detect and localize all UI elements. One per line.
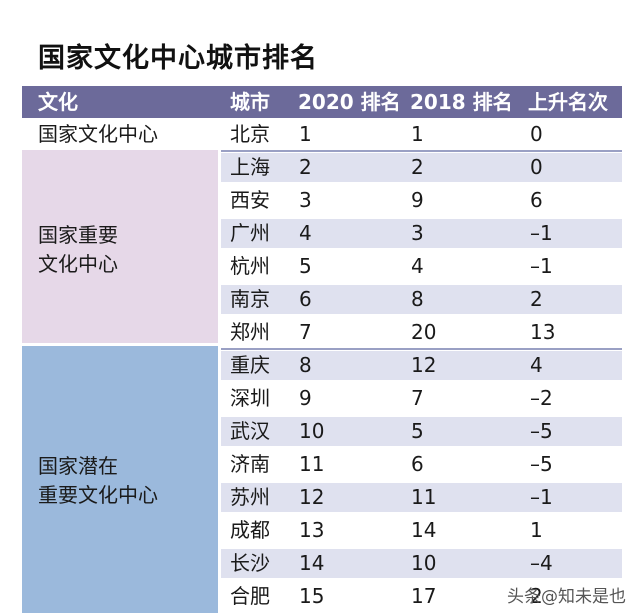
row-stripe (221, 153, 622, 182)
row-stripe (221, 417, 622, 446)
cell-rank-2020: 12 (299, 485, 325, 509)
cell-rank-change: –1 (530, 254, 553, 278)
cell-city: 武汉 (230, 419, 270, 443)
group-label: 文化中心 (38, 252, 118, 276)
cell-city: 长沙 (230, 551, 270, 575)
group-band-important (22, 150, 218, 343)
cell-rank-change: 13 (530, 320, 556, 344)
cell-rank-2020: 15 (299, 584, 325, 608)
header-rank-change: 上升名次 (528, 90, 608, 114)
cell-rank-change: 2 (530, 287, 543, 311)
cell-rank-change: –1 (530, 221, 553, 245)
cell-rank-2018: 12 (411, 353, 437, 377)
cell-rank-change: 0 (530, 122, 543, 146)
cell-rank-2018: 11 (411, 485, 437, 509)
header-rank-2018: 2018 排名 (410, 90, 513, 114)
cell-city: 上海 (230, 155, 270, 179)
cell-rank-2020: 7 (299, 320, 312, 344)
cell-rank-2020: 2 (299, 155, 312, 179)
cell-rank-change: –4 (530, 551, 553, 575)
table-header: 文化 城市 2020 排名 2018 排名 上升名次 (22, 86, 622, 118)
group-divider (221, 150, 622, 152)
cell-rank-2020: 13 (299, 518, 325, 542)
cell-city: 重庆 (230, 353, 270, 377)
cell-city: 杭州 (230, 254, 270, 278)
table-title: 国家文化中心城市排名 (38, 43, 318, 74)
cell-rank-2018: 20 (411, 320, 437, 344)
cell-city: 郑州 (230, 320, 270, 344)
group-label: 重要文化中心 (38, 483, 158, 507)
cell-city: 南京 (230, 287, 270, 311)
cell-rank-2018: 14 (411, 518, 437, 542)
watermark: 头条@知未是也 (507, 587, 626, 607)
cell-rank-2020: 10 (299, 419, 325, 443)
group-band-potential (22, 346, 218, 613)
group-divider (221, 348, 622, 350)
cell-rank-2020: 11 (299, 452, 325, 476)
cell-rank-2018: 9 (411, 188, 424, 212)
cell-rank-2020: 1 (299, 122, 312, 146)
header-rank-2020: 2020 排名 (298, 90, 401, 114)
cell-rank-2018: 8 (411, 287, 424, 311)
cell-rank-2020: 14 (299, 551, 325, 575)
cell-rank-change: 1 (530, 518, 543, 542)
cell-rank-2020: 5 (299, 254, 312, 278)
cell-rank-2020: 4 (299, 221, 312, 245)
row-stripe (221, 219, 622, 248)
cell-rank-2018: 2 (411, 155, 424, 179)
cell-rank-2020: 9 (299, 386, 312, 410)
cell-rank-2020: 8 (299, 353, 312, 377)
header-culture: 文化 (38, 90, 78, 114)
cell-city: 北京 (230, 122, 270, 146)
cell-rank-2018: 3 (411, 221, 424, 245)
cell-city: 成都 (230, 518, 270, 542)
cell-city: 苏州 (230, 485, 270, 509)
cell-rank-change: –5 (530, 419, 553, 443)
cell-rank-change: –5 (530, 452, 553, 476)
cell-city: 西安 (230, 188, 270, 212)
cell-rank-change: –1 (530, 485, 553, 509)
cell-rank-2018: 4 (411, 254, 424, 278)
cell-rank-change: –2 (530, 386, 553, 410)
cell-rank-2018: 5 (411, 419, 424, 443)
row-stripe (221, 549, 622, 578)
cell-rank-2018: 6 (411, 452, 424, 476)
cell-rank-2018: 10 (411, 551, 437, 575)
row-stripe (221, 351, 622, 380)
cell-rank-change: 0 (530, 155, 543, 179)
cell-city: 广州 (230, 221, 270, 245)
cell-rank-2018: 17 (411, 584, 437, 608)
cell-rank-2020: 6 (299, 287, 312, 311)
cell-rank-change: 2 (530, 584, 543, 608)
group-label: 国家潜在 (38, 454, 118, 478)
row-stripe (221, 483, 622, 512)
cell-rank-2018: 7 (411, 386, 424, 410)
cell-city: 深圳 (230, 386, 270, 410)
group-label: 国家重要 (38, 223, 118, 247)
cell-rank-change: 4 (530, 353, 543, 377)
group-label: 国家文化中心 (38, 122, 158, 146)
header-city: 城市 (230, 90, 270, 114)
cell-rank-2018: 1 (411, 122, 424, 146)
cell-city: 合肥 (230, 584, 270, 608)
cell-rank-2020: 3 (299, 188, 312, 212)
row-stripe (221, 285, 622, 314)
cell-city: 济南 (230, 452, 270, 476)
cell-rank-change: 6 (530, 188, 543, 212)
